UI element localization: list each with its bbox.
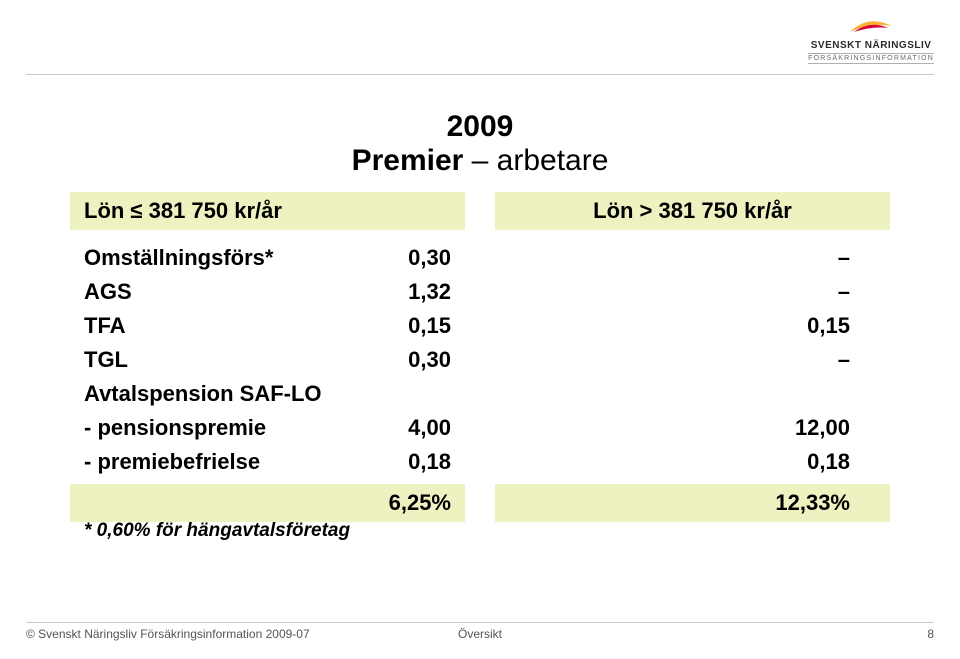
row-value: – [760,245,850,271]
row-label: - premiebefrielse [84,449,381,475]
row-value: 1,32 [381,279,451,305]
left-table: Omställningsförs*0,30 AGS1,32 TFA0,15 TG… [70,240,465,478]
footer-copyright: © Svenskt Näringsliv Försäkringsinformat… [26,627,310,641]
row-label: AGS [84,279,381,305]
table-row [495,376,890,410]
slide: SVENSKT NÄRINGSLIV FÖRSÄKRINGSINFORMATIO… [0,0,960,659]
row-value: 0,30 [381,347,451,373]
table-row: TGL0,30 [70,342,465,376]
table-row: Avtalspension SAF-LO [70,376,465,410]
table-row: AGS1,32 [70,274,465,308]
table-row: – [495,240,890,274]
columns: Lön ≤ 381 750 kr/år Omställningsförs*0,3… [70,192,890,522]
row-value: 0,30 [381,245,451,271]
row-value: 12,00 [760,415,850,441]
right-column: Lön > 381 750 kr/år – – 0,15 – 12,00 0,1… [495,192,890,522]
table-row: - premiebefrielse0,18 [70,444,465,478]
row-value: – [760,347,850,373]
logo-name: SVENSKT NÄRINGSLIV [811,40,932,51]
brand-logo: SVENSKT NÄRINGSLIV FÖRSÄKRINGSINFORMATIO… [808,18,934,64]
left-total-band: 6,25% [70,484,465,522]
table-row: – [495,274,890,308]
table-row: 0,18 [495,444,890,478]
table-row: - pensionspremie4,00 [70,410,465,444]
row-value: – [760,279,850,305]
row-value: 0,18 [760,449,850,475]
row-label: TFA [84,313,381,339]
logo-subtitle: FÖRSÄKRINGSINFORMATION [808,53,934,64]
title-bold: Premier [352,144,464,177]
row-value: 0,15 [760,313,850,339]
row-label: TGL [84,347,381,373]
slide-title: 2009 Premier – arbetare [0,110,960,178]
footer-page-number: 8 [927,627,934,641]
right-total-band: 12,33% [495,484,890,522]
logo-swoosh-icon [848,18,894,38]
right-table: – – 0,15 – 12,00 0,18 [495,240,890,478]
left-heading-band: Lön ≤ 381 750 kr/år [70,192,465,230]
row-label: - pensionspremie [84,415,381,441]
row-label: Omställningsförs* [84,245,381,271]
row-label: Avtalspension SAF-LO [84,381,381,407]
footer: © Svenskt Näringsliv Försäkringsinformat… [26,622,934,641]
table-row: – [495,342,890,376]
row-value: 0,15 [381,313,451,339]
row-value: 4,00 [381,415,451,441]
footnote: * 0,60% för hängavtalsföretag [84,520,350,542]
table-row: TFA0,15 [70,308,465,342]
left-column: Lön ≤ 381 750 kr/år Omställningsförs*0,3… [70,192,465,522]
title-year: 2009 [0,110,960,144]
table-row: 0,15 [495,308,890,342]
row-value: 0,18 [381,449,451,475]
title-rest: – arbetare [463,144,608,177]
right-heading-band: Lön > 381 750 kr/år [495,192,890,230]
table-row: 12,00 [495,410,890,444]
top-divider [26,74,934,75]
table-row: Omställningsförs*0,30 [70,240,465,274]
